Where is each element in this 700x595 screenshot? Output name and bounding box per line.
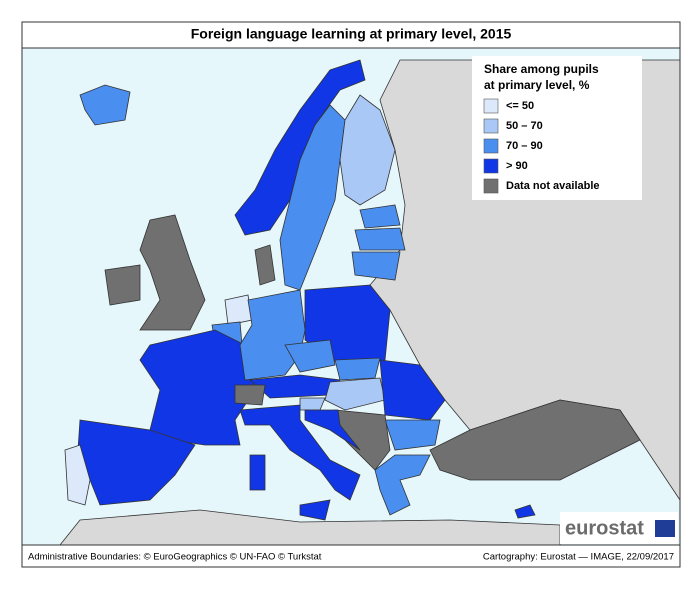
legend-swatch — [483, 118, 499, 134]
countries — [59, 59, 681, 546]
legend-label: Data not available — [506, 180, 600, 192]
legend-title: at primary level, % — [484, 78, 590, 92]
slovakia — [334, 357, 381, 381]
bulgaria — [384, 419, 441, 451]
legend: Share among pupils at primary level, % <… — [472, 56, 642, 200]
hungary — [324, 377, 386, 411]
legend-label: > 90 — [506, 160, 528, 172]
united-kingdom — [139, 214, 206, 331]
legend-title: Share among pupils — [484, 62, 599, 76]
czechia — [284, 339, 336, 373]
legend-swatch — [483, 138, 499, 154]
frame — [21, 21, 681, 568]
title-box — [21, 21, 681, 49]
norway — [234, 59, 366, 236]
title: Foreign language learning at primary lev… — [191, 26, 512, 42]
lithuania — [351, 251, 401, 281]
croatia — [304, 409, 361, 451]
netherlands — [224, 294, 253, 326]
legend-box — [472, 56, 642, 200]
romania — [379, 359, 446, 421]
iceland — [79, 84, 131, 126]
legend-label: 50 – 70 — [506, 120, 543, 132]
sardinia — [249, 454, 266, 491]
estonia — [359, 204, 401, 229]
legend-swatch — [483, 178, 499, 194]
logo-text: eurostat — [565, 517, 644, 539]
legend-swatch — [483, 158, 499, 174]
legend-swatch — [483, 98, 499, 114]
greece — [374, 454, 431, 516]
switzerland — [234, 384, 266, 406]
legend-label: 70 – 90 — [506, 140, 543, 152]
eu-flag — [655, 520, 675, 537]
footer-right: Cartography: Eurostat — IMAGE, 22/09/201… — [483, 552, 674, 563]
france — [139, 329, 256, 446]
sicily — [299, 499, 331, 521]
portugal — [64, 444, 91, 506]
italy — [239, 404, 361, 501]
cyprus — [514, 504, 536, 519]
ireland — [104, 264, 141, 306]
turkey — [429, 399, 641, 481]
denmark — [254, 244, 276, 286]
latvia — [354, 227, 406, 251]
sweden — [279, 104, 346, 291]
legend-label: <= 50 — [506, 100, 534, 112]
finland — [339, 94, 396, 206]
germany — [239, 289, 306, 381]
footer-left: Administrative Boundaries: © EuroGeograp… — [28, 552, 322, 563]
